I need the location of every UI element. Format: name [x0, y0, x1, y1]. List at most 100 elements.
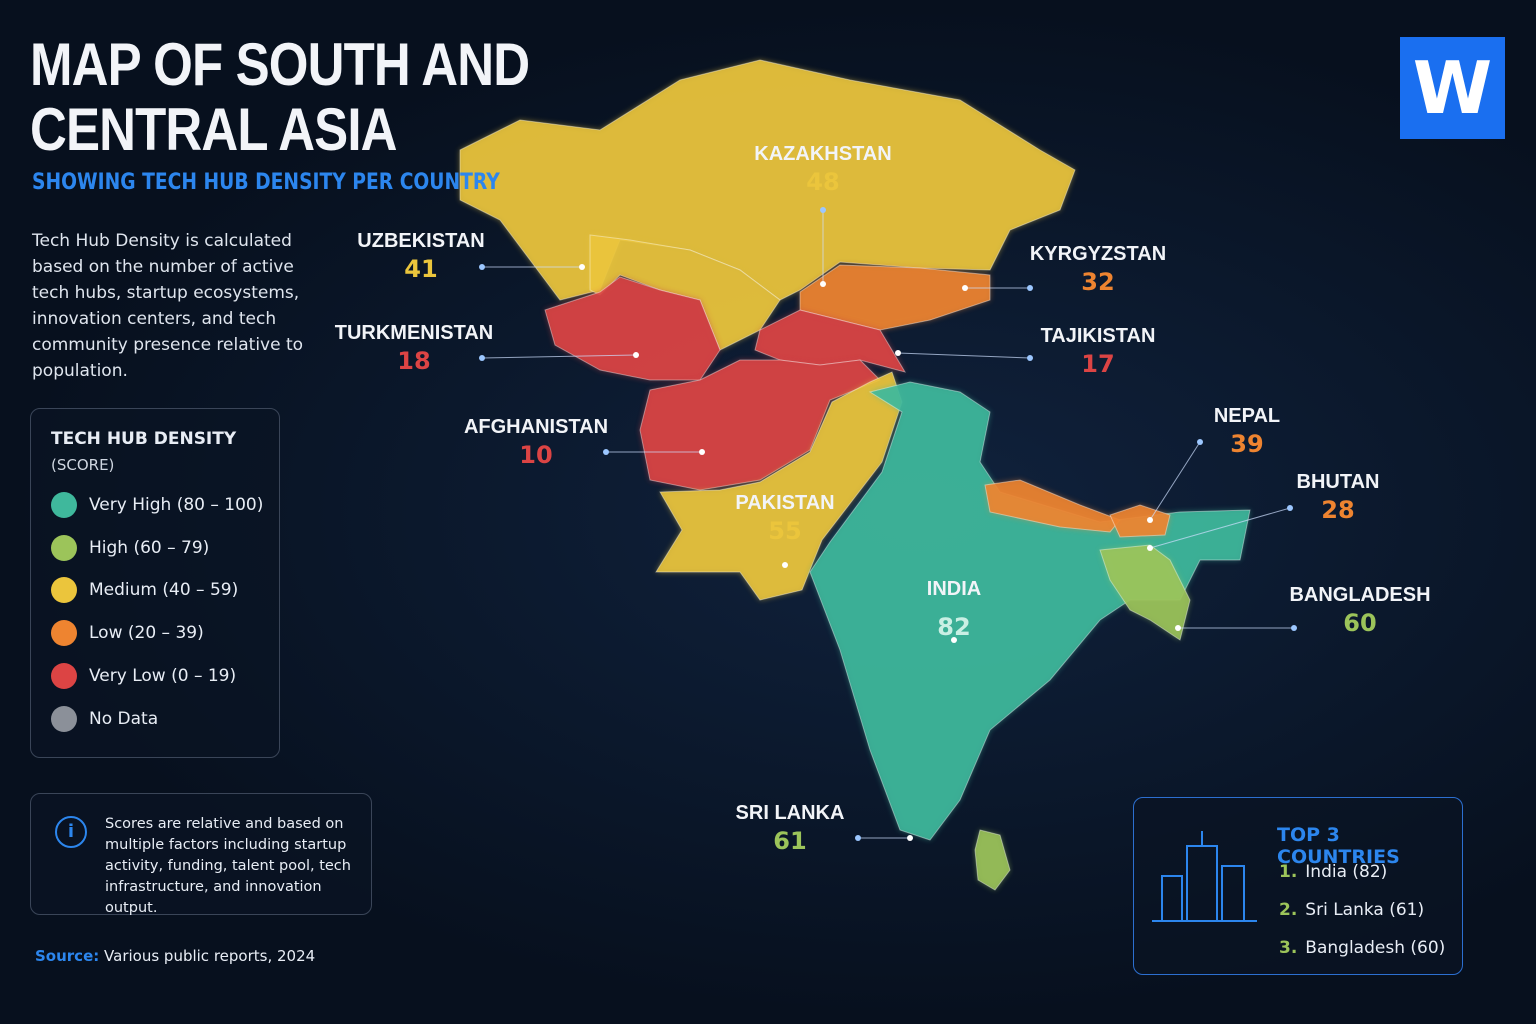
- top-item: 3. Bangladesh (60): [1279, 938, 1445, 958]
- legend-swatch: [51, 577, 77, 604]
- leader-line: [481, 354, 637, 359]
- legend-item: Low (20 – 39): [51, 620, 204, 647]
- leader-dot: [1287, 505, 1293, 511]
- country: [655, 371, 903, 601]
- country-name: NEPAL: [1214, 405, 1280, 427]
- leader-dot: [820, 207, 826, 213]
- top-text: Bangladesh (60): [1305, 938, 1446, 958]
- source-text: Various public reports, 2024: [104, 947, 316, 965]
- country: [459, 59, 1076, 301]
- legend: TECH HUB DENSITY (SCORE) Very High (80 –…: [30, 408, 280, 758]
- country-score: 32: [1081, 268, 1114, 296]
- top-text: Sri Lanka (61): [1305, 900, 1425, 920]
- legend-label: No Data: [89, 708, 159, 729]
- country-score: 10: [519, 441, 552, 469]
- leader-dot: [1197, 439, 1203, 445]
- legend-item: Very Low (0 – 19): [51, 662, 237, 689]
- top-text: India (82): [1305, 862, 1388, 882]
- country-score: 48: [806, 168, 839, 196]
- country-name: AFGHANISTAN: [464, 416, 608, 438]
- rank: 3.: [1279, 938, 1298, 958]
- city-icon: [1152, 831, 1257, 922]
- country-name: PAKISTAN: [735, 492, 834, 514]
- leader-line: [897, 352, 1031, 359]
- country: [544, 276, 721, 381]
- info-icon: i: [55, 816, 87, 848]
- country-score: 82: [937, 613, 970, 641]
- title-line: CENTRAL ASIA: [30, 96, 398, 163]
- country: [754, 309, 907, 373]
- leader-dot: [855, 835, 861, 841]
- country-score: 17: [1081, 350, 1114, 378]
- leader-dot: [479, 264, 485, 270]
- legend-swatch: [51, 620, 77, 647]
- legend-item: No Data: [51, 705, 159, 732]
- legend-swatch: [51, 705, 77, 732]
- country-score: 18: [397, 347, 430, 375]
- anchor-dot: [633, 352, 639, 358]
- top-item: 1. India (82): [1279, 862, 1387, 882]
- anchor-dot: [820, 281, 826, 287]
- title-line: MAP OF SOUTH AND: [30, 31, 530, 98]
- logo: W: [1400, 37, 1505, 139]
- top-item: 2. Sri Lanka (61): [1279, 900, 1424, 920]
- anchor-dot: [579, 264, 585, 270]
- legend-label: Very High (80 – 100): [89, 495, 264, 515]
- leader-line: [1149, 441, 1201, 521]
- legend-label: Very Low (0 – 19): [89, 665, 237, 686]
- country-name: BANGLADESH: [1289, 584, 1430, 606]
- source: Source: Various public reports, 2024: [35, 947, 315, 965]
- anchor-dot: [951, 637, 957, 643]
- legend-item: Very High (80 – 100): [51, 492, 263, 518]
- note-box: i Scores are relative and based on multi…: [30, 793, 372, 916]
- anchor-dot: [782, 562, 788, 568]
- leader-dot: [603, 449, 609, 455]
- leader-dot: [1027, 285, 1033, 291]
- legend-label: Medium (40 – 59): [89, 580, 239, 601]
- country-name: UZBEKISTAN: [357, 230, 484, 252]
- legend-swatch: [51, 492, 77, 518]
- subtitle: SHOWING TECH HUB DENSITY PER COUNTRY: [32, 170, 500, 195]
- leader-dot: [479, 355, 485, 361]
- country: [809, 381, 1251, 841]
- anchor-dot: [1147, 517, 1153, 523]
- country-name: BHUTAN: [1297, 471, 1380, 493]
- leader-dot: [1291, 625, 1297, 631]
- country-score: 28: [1321, 496, 1354, 524]
- leader-line: [1149, 507, 1291, 549]
- legend-subtitle: (SCORE): [51, 456, 115, 474]
- rank: 2.: [1279, 900, 1298, 920]
- top-countries: TOP 3 COUNTRIES 1. India (82) 2. Sri Lanka …: [1133, 797, 1463, 975]
- legend-label: Low (20 – 39): [89, 623, 204, 644]
- description: Tech Hub Density is calculated based on …: [32, 231, 304, 381]
- anchor-dot: [699, 449, 705, 455]
- country-name: INDIA: [927, 578, 981, 600]
- country-name: TURKMENISTAN: [335, 322, 494, 344]
- country-name: TAJIKISTAN: [1041, 325, 1156, 347]
- anchor-dot: [1147, 545, 1153, 551]
- country-score: 39: [1230, 430, 1263, 458]
- country: [1109, 504, 1171, 538]
- note: Scores are relative and based on multipl…: [105, 816, 351, 916]
- country-score: 61: [773, 827, 806, 855]
- leader-dot: [1027, 355, 1033, 361]
- rank: 1.: [1279, 862, 1298, 882]
- country-score: 41: [404, 255, 437, 283]
- country-score: 55: [768, 517, 801, 545]
- country-name: KAZAKHSTAN: [754, 143, 891, 165]
- country-name: KYRGYZSTAN: [1030, 243, 1166, 265]
- country: [974, 829, 1011, 891]
- anchor-dot: [907, 835, 913, 841]
- legend-swatch: [51, 662, 77, 689]
- legend-item: Medium (40 – 59): [51, 577, 239, 604]
- country: [1099, 544, 1191, 641]
- legend-item: High (60 – 79): [51, 534, 210, 561]
- legend-swatch: [51, 534, 77, 561]
- top-title: TOP 3 COUNTRIES: [1277, 824, 1400, 868]
- source-label: Source:: [35, 947, 100, 965]
- legend-label: High (60 – 79): [89, 537, 210, 558]
- anchor-dot: [962, 285, 968, 291]
- legend-title: TECH HUB DENSITY: [51, 429, 237, 449]
- anchor-dot: [895, 350, 901, 356]
